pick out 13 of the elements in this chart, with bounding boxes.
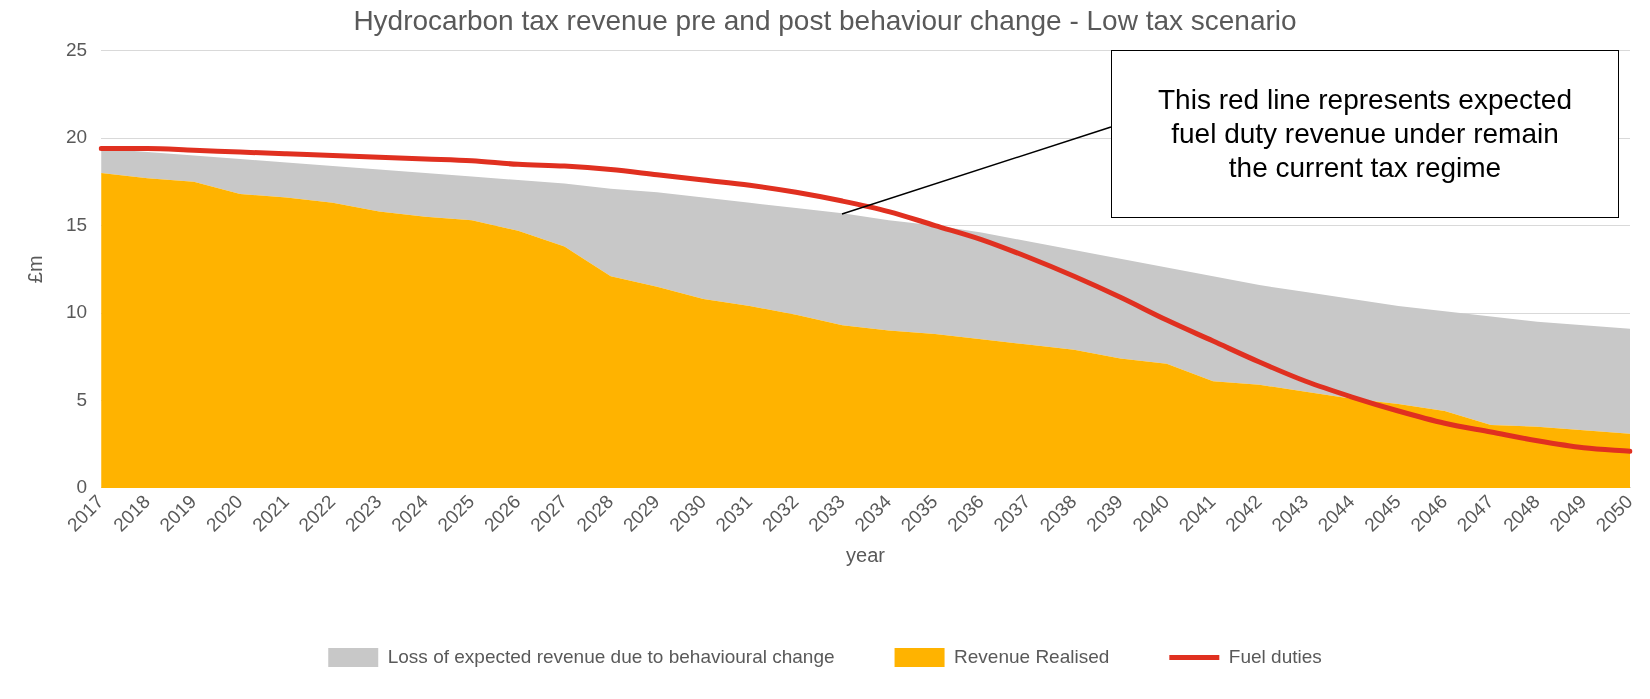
y-tick-label: 0 (76, 476, 88, 498)
y-tick-label: 25 (65, 38, 88, 60)
y-tick-label: 20 (65, 126, 88, 148)
legend-label: Revenue Realised (954, 645, 1110, 667)
y-axis-title: £m (23, 255, 46, 284)
legend-label: Fuel duties (1228, 645, 1322, 667)
y-tick-label: 5 (76, 388, 88, 410)
legend-label: Loss of expected revenue due to behavioural change (387, 645, 835, 667)
chart-title: Hydrocarbon tax revenue pre and post behaviour change - Low tax scenario (353, 4, 1297, 36)
callout-box: This red line represents expected fuel duty revenue under remain the current tax regime (1111, 50, 1619, 218)
y-tick-label: 10 (65, 301, 88, 323)
x-axis-title: year (846, 543, 886, 566)
y-tick-label: 15 (65, 213, 88, 235)
